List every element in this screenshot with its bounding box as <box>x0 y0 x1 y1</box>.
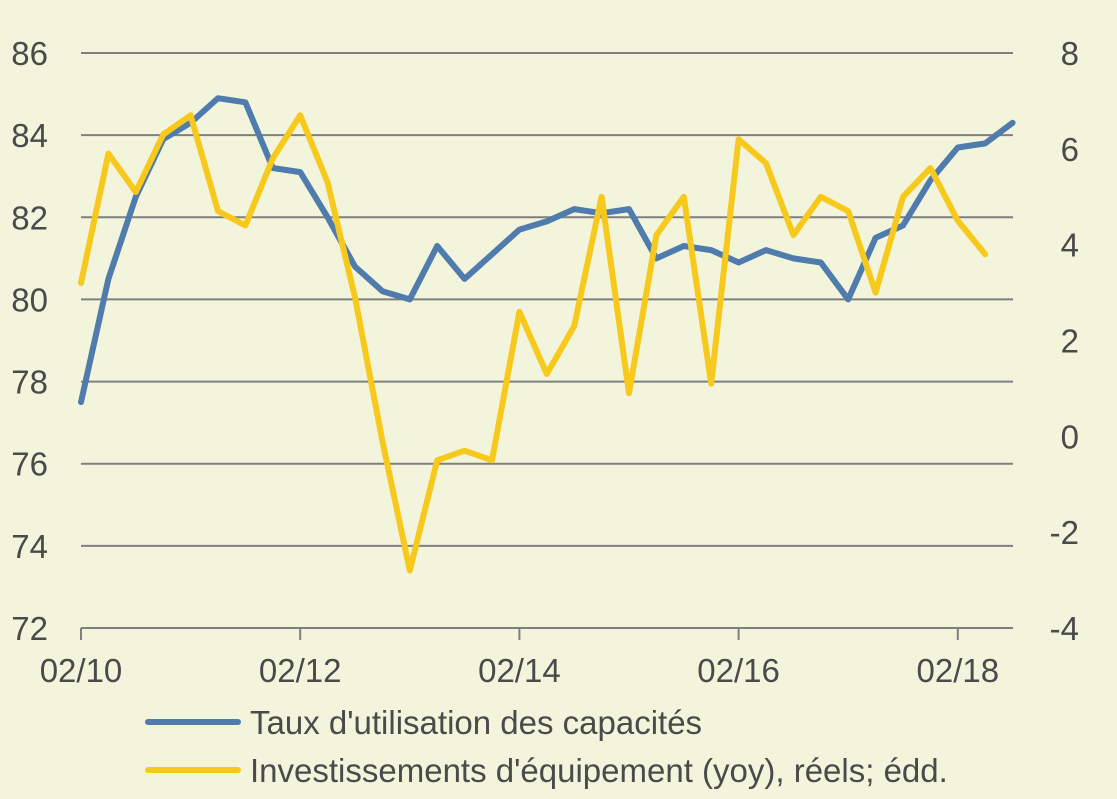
left-tick-label: 74 <box>11 528 48 565</box>
left-tick-label: 80 <box>11 281 48 318</box>
right-tick-label: 6 <box>1061 131 1079 168</box>
x-tick-label: 02/12 <box>259 652 342 689</box>
right-tick-label: 4 <box>1061 227 1079 264</box>
right-tick-label: 0 <box>1061 418 1079 455</box>
left-tick-label: 86 <box>11 35 48 72</box>
series-line-investment <box>78 112 989 574</box>
left-tick-label: 82 <box>11 199 48 236</box>
x-tick-label: 02/10 <box>40 652 123 689</box>
right-y-axis: -4 -2 0 2 4 6 8 <box>1050 35 1079 647</box>
right-tick-label: -2 <box>1050 514 1079 551</box>
x-tick-label: 02/18 <box>917 652 1000 689</box>
x-tick-label: 02/14 <box>478 652 561 689</box>
x-axis: 02/10 02/12 02/14 02/16 02/18 <box>40 627 1013 689</box>
legend: Taux d'utilisation des capacités Investi… <box>145 704 948 789</box>
legend-label-capacity: Taux d'utilisation des capacités <box>250 704 702 741</box>
series-lines <box>78 95 1016 574</box>
right-tick-label: 2 <box>1061 323 1079 360</box>
right-tick-label: 8 <box>1061 35 1079 72</box>
left-tick-label: 76 <box>11 446 48 483</box>
left-tick-label: 78 <box>11 364 48 401</box>
right-tick-label: -4 <box>1050 610 1079 647</box>
left-tick-label: 84 <box>11 117 48 154</box>
legend-label-investment: Investissements d'équipement (yoy), réel… <box>250 752 948 789</box>
x-tick-label: 02/16 <box>697 652 780 689</box>
left-tick-label: 72 <box>11 610 48 647</box>
series-line-capacity <box>78 95 1016 406</box>
gridlines <box>81 52 1013 547</box>
left-y-axis: 72 74 76 78 80 82 84 86 <box>11 35 48 647</box>
